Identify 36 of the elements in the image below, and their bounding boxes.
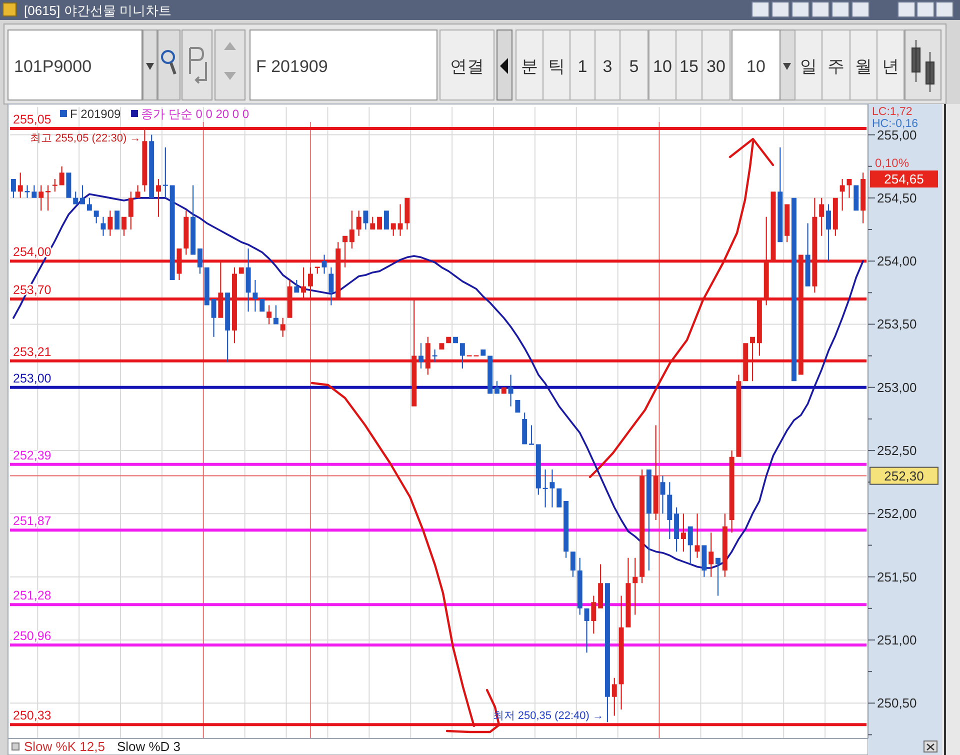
text: 0,10%	[875, 156, 910, 170]
ref-line-label: 253,00	[13, 371, 52, 386]
chart-title: [0615] 야간선물 미니차트	[24, 3, 172, 18]
candlestick	[135, 185, 140, 198]
candlestick	[252, 280, 258, 312]
annotation: 최고 255,05 (22:30) →	[30, 132, 141, 144]
y-tick-label: 250,50	[877, 696, 917, 711]
candlestick	[211, 298, 216, 337]
y-tick-label: 254,00	[877, 254, 917, 269]
candlestick	[805, 223, 810, 286]
candlestick	[52, 178, 58, 192]
ref-line-label: 251,28	[13, 588, 52, 603]
y-tick-label: 252,50	[877, 443, 917, 458]
y-tick-label: 254,50	[877, 190, 917, 206]
text: LC:1,72	[872, 106, 912, 118]
text: HC:-0,16	[872, 118, 918, 130]
y-tick-label: 253,50	[877, 316, 917, 332]
legend-label: 종가 단순 0 0 20 0 0	[141, 107, 250, 121]
ref-line-label: 255,05	[13, 112, 52, 126]
text: 254,65	[884, 171, 924, 186]
ref-line-label: 250,96	[13, 629, 52, 644]
y-tick-label: 252,00	[877, 506, 917, 522]
y-tick-label: 253,00	[877, 380, 917, 395]
ref-line-label: 252,39	[13, 448, 52, 462]
candlestick	[846, 178, 852, 198]
ref-line-label: 251,87	[13, 514, 52, 528]
ref-line-label: 253,21	[13, 344, 52, 359]
text: 252,30	[884, 468, 924, 484]
text: 101P9000	[14, 57, 92, 76]
y-tick-label: 255,00	[877, 127, 917, 142]
candlestick	[100, 216, 106, 236]
ref-line-label: 250,33	[13, 708, 52, 723]
y-tick-label: 251,50	[877, 569, 917, 584]
y-tick-label: 251,00	[877, 632, 917, 648]
candlestick	[162, 147, 168, 198]
legend-label: F 201909	[70, 107, 122, 121]
